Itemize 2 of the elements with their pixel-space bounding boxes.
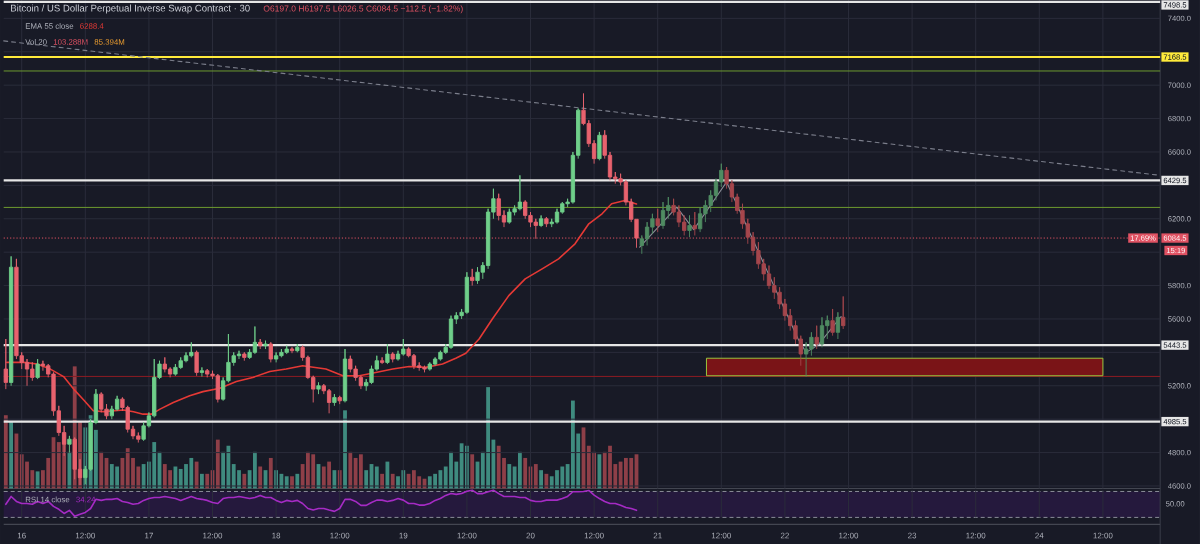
- chart-title: Bitcoin / US Dollar Perpetual Inverse Swap Contract · 30: [11, 4, 250, 14]
- text: O6197.0 H6197.5 L6026.5 C6084.5 −112.5 (−1.82%): [263, 5, 463, 14]
